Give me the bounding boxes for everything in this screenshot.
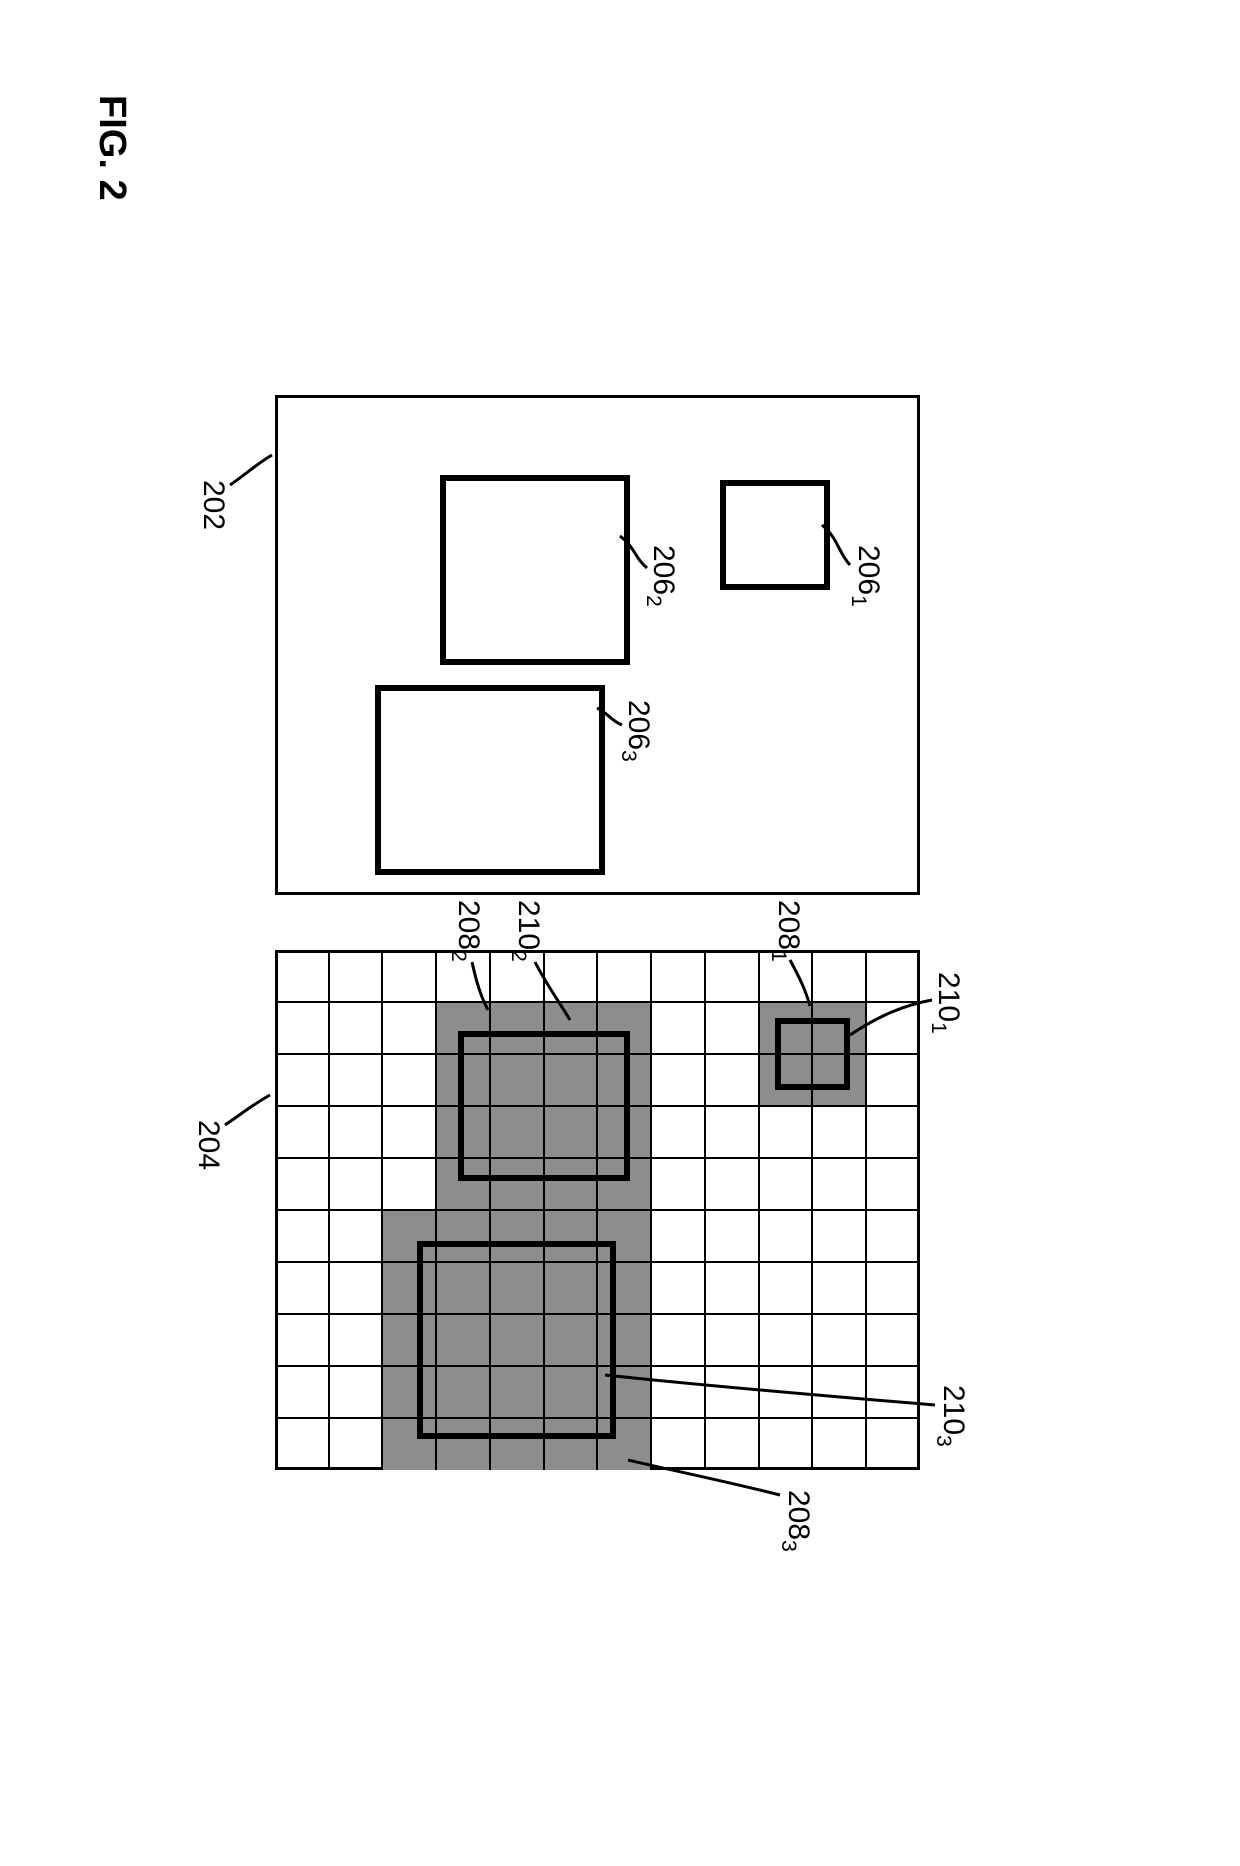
figure-label: FIG. 2 <box>90 95 133 201</box>
